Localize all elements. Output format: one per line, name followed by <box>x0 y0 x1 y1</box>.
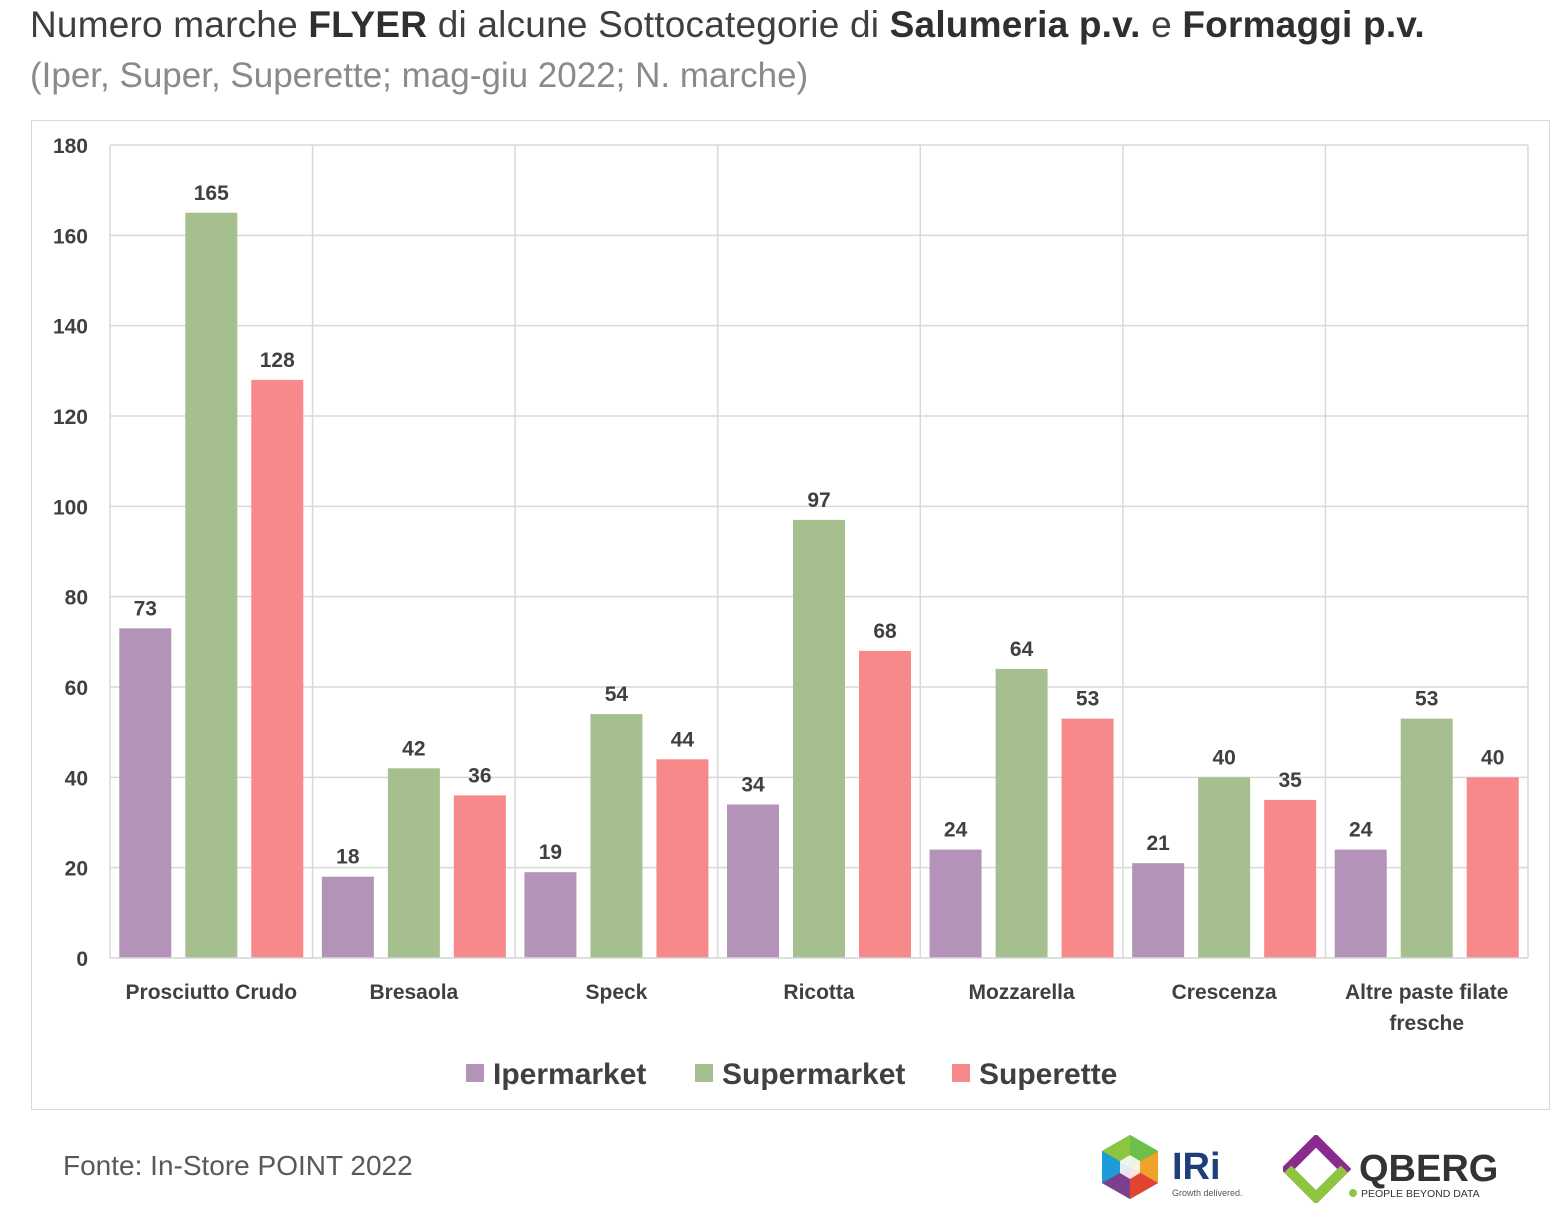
y-tick-label: 140 <box>53 316 88 339</box>
bar <box>1334 849 1387 958</box>
legend-label: Supermarket <box>722 1058 905 1091</box>
y-tick-label: 160 <box>53 225 88 248</box>
y-tick-label: 100 <box>53 496 88 519</box>
data-label: 128 <box>260 349 295 372</box>
data-label: 35 <box>1278 769 1302 792</box>
source-note: Fonte: In-Store POINT 2022 <box>63 1150 413 1181</box>
bar <box>656 759 709 958</box>
data-label: 34 <box>741 773 765 796</box>
data-label: 36 <box>468 764 491 787</box>
legend-label: Superette <box>979 1058 1117 1091</box>
bar <box>1264 799 1317 958</box>
y-tick-label: 80 <box>65 587 88 610</box>
x-tick-label: fresche <box>1389 1012 1464 1035</box>
qberg-logo: QBERG PEOPLE BEYOND DATA <box>1283 1135 1498 1203</box>
x-tick-label: Crescenza <box>1172 981 1277 1004</box>
legend-swatch <box>695 1064 713 1082</box>
data-label: 97 <box>807 489 830 512</box>
bar <box>185 212 238 958</box>
data-label: 24 <box>1349 819 1373 842</box>
x-tick-label: Bresaola <box>369 981 458 1004</box>
data-label: 24 <box>944 819 968 842</box>
x-tick-label: Altre paste filate <box>1345 981 1508 1004</box>
data-label: 21 <box>1146 832 1170 855</box>
chart-subtitle: (Iper, Super, Superette; mag-giu 2022; N… <box>30 56 809 95</box>
bar <box>590 714 643 958</box>
y-tick-label: 60 <box>65 677 88 700</box>
bar <box>524 872 577 958</box>
data-label: 40 <box>1212 746 1235 769</box>
y-tick-label: 120 <box>53 406 88 429</box>
x-tick-label: Ricotta <box>783 981 854 1004</box>
bar <box>793 519 845 958</box>
x-tick-label: Mozzarella <box>968 981 1075 1004</box>
x-tick-label: Prosciutto Crudo <box>126 981 298 1004</box>
data-label: 19 <box>539 841 562 864</box>
bar <box>119 628 172 958</box>
data-label: 64 <box>1010 638 1034 661</box>
bar <box>859 650 911 958</box>
legend-label: Ipermarket <box>493 1058 646 1091</box>
svg-text:Growth delivered.: Growth delivered. <box>1172 1188 1243 1198</box>
data-label: 18 <box>336 846 360 869</box>
legend-swatch <box>952 1064 970 1082</box>
y-tick-label: 0 <box>76 948 88 971</box>
svg-text:PEOPLE BEYOND DATA: PEOPLE BEYOND DATA <box>1361 1188 1480 1200</box>
y-tick-label: 40 <box>65 767 88 790</box>
y-tick-label: 180 <box>53 135 88 158</box>
bar <box>1198 777 1251 958</box>
svg-text:IRi: IRi <box>1172 1146 1221 1188</box>
data-label: 40 <box>1481 746 1504 769</box>
x-tick-label: Speck <box>585 981 647 1004</box>
iri-logo: IRi Growth delivered. <box>1102 1135 1243 1199</box>
bar <box>321 876 374 958</box>
data-label: 53 <box>1415 688 1438 711</box>
data-label: 42 <box>402 737 425 760</box>
bar <box>453 795 506 958</box>
y-tick-label: 20 <box>65 858 88 881</box>
bar <box>387 768 440 958</box>
bar <box>727 804 779 958</box>
data-label: 68 <box>873 620 897 643</box>
bar <box>1466 777 1519 958</box>
bar <box>929 849 982 958</box>
svg-text:QBERG: QBERG <box>1359 1148 1498 1190</box>
bar <box>1061 718 1114 958</box>
bar <box>251 379 304 958</box>
data-label: 44 <box>671 728 695 751</box>
data-label: 53 <box>1076 688 1099 711</box>
bar <box>1132 863 1185 958</box>
data-label: 73 <box>134 597 157 620</box>
data-label: 54 <box>605 683 629 706</box>
bar <box>1400 718 1453 958</box>
data-label: 165 <box>194 182 229 205</box>
chart-title: Numero marche FLYER di alcune Sottocateg… <box>30 4 1425 45</box>
bar <box>995 668 1048 958</box>
legend-swatch <box>466 1064 484 1082</box>
